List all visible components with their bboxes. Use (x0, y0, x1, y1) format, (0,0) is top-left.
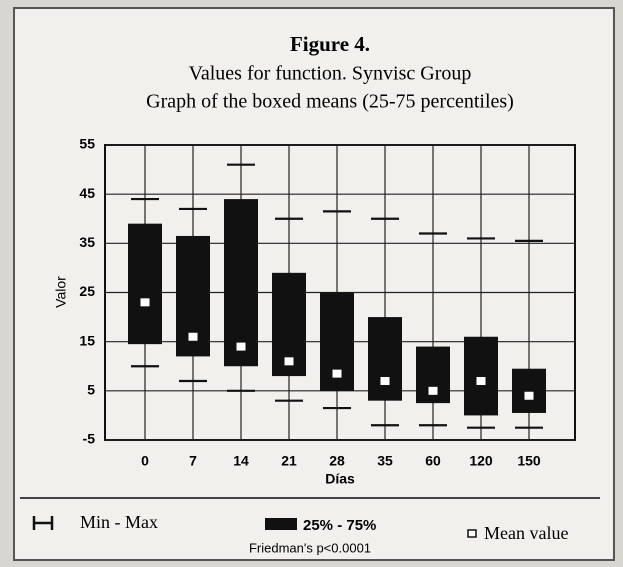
box (368, 317, 402, 401)
y-axis-label: Valor (53, 276, 69, 308)
legend-label: Min - Max (80, 512, 158, 532)
x-tick-label: 0 (141, 453, 149, 469)
x-tick-label: 21 (281, 453, 297, 469)
legend: Min - Max 25% - 75% Mean value Friedman'… (32, 512, 568, 555)
x-tick-label: 150 (517, 453, 541, 469)
note: Friedman's p<0.0001 (249, 540, 371, 555)
y-tick-label: 55 (79, 136, 95, 152)
box (464, 336, 498, 416)
x-axis-label: Días (325, 471, 355, 487)
subtitle: Values for function. Synvisc Group (189, 63, 472, 85)
x-tick-label: 35 (377, 453, 393, 469)
legend-label: Mean value (484, 523, 568, 543)
mean-marker (284, 357, 294, 366)
page-frame (13, 7, 615, 561)
x-tick-label: 7 (189, 453, 197, 469)
chart-title: Figure 4. (290, 32, 370, 56)
x-tick-label: 120 (469, 453, 493, 469)
y-tick-label: -5 (83, 431, 96, 447)
x-tick-label: 28 (329, 453, 345, 469)
subtitle: Graph of the boxed means (25-75 percenti… (146, 91, 514, 113)
mean-marker (140, 298, 150, 307)
mean-marker (188, 332, 198, 341)
mean-marker (428, 386, 438, 395)
box (128, 223, 162, 345)
x-tick-label: 60 (425, 453, 441, 469)
x-tick-label: 14 (233, 453, 249, 469)
mean-marker (524, 391, 534, 400)
y-tick-label: 35 (79, 234, 95, 250)
mean-marker (236, 342, 246, 351)
mean-marker (380, 377, 390, 385)
y-tick-label: 15 (79, 332, 95, 348)
mean-marker (332, 369, 342, 378)
mean-marker (476, 377, 486, 385)
y-tick-label: 25 (79, 283, 95, 299)
legend-label: 25% - 75% (303, 517, 376, 534)
legend-box-icon (265, 518, 297, 530)
box (224, 199, 258, 367)
legend-mean-icon (467, 529, 477, 538)
box (512, 368, 546, 413)
y-tick-label: 45 (79, 185, 95, 201)
y-tick-label: 5 (87, 382, 95, 398)
legend-minmax-icon (32, 516, 54, 530)
